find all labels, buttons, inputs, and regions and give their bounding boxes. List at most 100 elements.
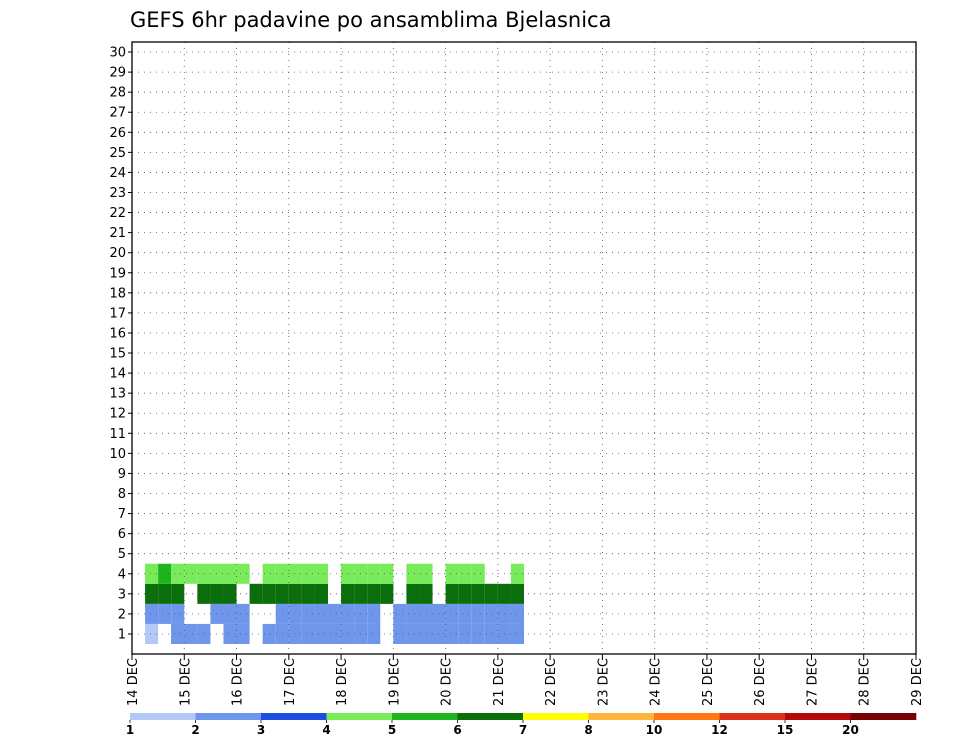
y-tick-label: 9	[118, 467, 126, 482]
heatmap-cell	[223, 563, 237, 584]
heatmap-cell	[171, 623, 185, 644]
heatmap-cell	[458, 563, 472, 584]
heatmap-cell	[471, 583, 485, 604]
x-tick-label: 29 DEC	[910, 658, 925, 706]
heatmap-cell	[393, 623, 407, 644]
x-tick-label: 20 DEC	[440, 658, 455, 706]
x-tick-label: 18 DEC	[335, 658, 350, 706]
heatmap-cell	[171, 563, 185, 584]
x-tick-label: 24 DEC	[649, 658, 664, 706]
colorbar-tick-label: 1	[126, 723, 134, 737]
heatmap-cell	[158, 583, 172, 604]
colorbar-tick-label: 4	[322, 723, 330, 737]
heatmap-cell	[171, 583, 185, 604]
heatmap-cell	[393, 603, 407, 624]
heatmap-cell	[510, 563, 524, 584]
y-tick-label: 28	[109, 86, 126, 101]
y-tick-label: 5	[118, 547, 126, 562]
heatmap-cell	[471, 603, 485, 624]
heatmap-cell	[301, 583, 315, 604]
y-tick-label: 3	[118, 587, 126, 602]
colorbar-tick-label: 12	[711, 723, 728, 737]
heatmap-cell	[341, 623, 355, 644]
heatmap-cell	[406, 603, 420, 624]
y-tick-label: 21	[109, 226, 126, 241]
heatmap-cell	[145, 583, 159, 604]
heatmap-cell	[510, 583, 524, 604]
chart-title: GEFS 6hr padavine po ansamblima Bjelasni…	[130, 8, 611, 32]
x-tick-label: 23 DEC	[596, 658, 611, 706]
x-tick-label: 15 DEC	[178, 658, 193, 706]
colorbar-swatch	[195, 713, 262, 720]
y-tick-label: 4	[118, 567, 126, 582]
heatmap-cell	[145, 603, 159, 624]
heatmap-cell	[288, 583, 302, 604]
y-tick-label: 25	[109, 146, 126, 161]
plot-frame	[131, 41, 917, 655]
y-tick-label: 15	[109, 347, 126, 362]
y-tick-label: 13	[109, 387, 126, 402]
y-tick-label: 26	[109, 126, 126, 141]
colorbar-tick-label: 8	[584, 723, 592, 737]
heatmap-cell	[158, 563, 172, 584]
heatmap-cell	[184, 623, 198, 644]
heatmap-cell	[406, 623, 420, 644]
heatmap-cell	[380, 583, 394, 604]
heatmap-cell	[471, 623, 485, 644]
gridlines	[132, 42, 916, 654]
heatmap-cell	[171, 603, 185, 624]
colorbar-tick-label: 5	[388, 723, 396, 737]
x-axis: 14 DEC 15 DEC 16 DEC 17 DEC 18 DEC 19 DEC 20 D…	[126, 654, 925, 706]
heatmap-cell	[341, 603, 355, 624]
heatmap-cell	[484, 603, 498, 624]
y-tick-label: 24	[109, 166, 126, 181]
y-tick-label: 19	[109, 266, 126, 281]
heatmap-cell	[314, 583, 328, 604]
heatmap-cell	[445, 603, 459, 624]
colorbar-tick-label: 7	[519, 723, 527, 737]
x-tick-label: 19 DEC	[387, 658, 402, 706]
heatmap-cells	[145, 563, 524, 644]
colorbar-swatch	[588, 713, 655, 720]
heatmap-cell	[471, 563, 485, 584]
x-tick-label: 21 DEC	[492, 658, 507, 706]
heatmap-cell	[341, 563, 355, 584]
heatmap-cell	[223, 603, 237, 624]
heatmap-cell	[484, 623, 498, 644]
colorbar-swatch	[261, 713, 327, 720]
heatmap-cell	[301, 603, 315, 624]
x-tick-label: 22 DEC	[544, 658, 559, 706]
heatmap-cell	[445, 583, 459, 604]
heatmap-cell	[197, 563, 211, 584]
heatmap-cell	[406, 563, 420, 584]
colorbar-swatch	[719, 713, 786, 720]
y-tick-label: 12	[109, 407, 126, 422]
colorbar: 1 2 3 4 5 6 7 8 10 12 15 20	[126, 713, 917, 737]
heatmap-cell	[236, 623, 250, 644]
colorbar-tick-label: 6	[453, 723, 461, 737]
y-tick-label: 18	[109, 286, 126, 301]
y-tick-label: 27	[109, 106, 126, 121]
heatmap-cell	[432, 603, 446, 624]
colorbar-swatch	[523, 713, 589, 720]
heatmap-cell	[484, 583, 498, 604]
colorbar-tick-label: 10	[646, 723, 663, 737]
colorbar-tick-label: 3	[257, 723, 265, 737]
heatmap-cell	[314, 623, 328, 644]
colorbar-swatch	[457, 713, 524, 720]
heatmap-cell	[236, 603, 250, 624]
heatmap-cell	[314, 563, 328, 584]
y-tick-label: 7	[118, 507, 126, 522]
heatmap-cell	[288, 623, 302, 644]
heatmap-cell	[510, 623, 524, 644]
heatmap-cell	[223, 583, 237, 604]
y-tick-label: 11	[109, 427, 126, 442]
heatmap-cell	[288, 563, 302, 584]
heatmap-cell	[197, 583, 211, 604]
y-tick-label: 2	[118, 607, 126, 622]
heatmap-cell	[158, 603, 172, 624]
y-tick-label: 17	[109, 306, 126, 321]
heatmap-cell	[184, 563, 198, 584]
heatmap-cell	[262, 623, 276, 644]
x-tick-label: 17 DEC	[283, 658, 298, 706]
